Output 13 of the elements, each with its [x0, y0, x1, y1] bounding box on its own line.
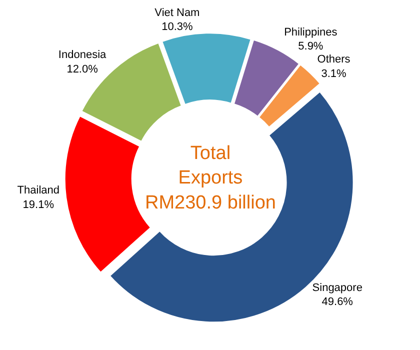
data-label: 3.1% — [321, 68, 347, 80]
data-label: 5.9% — [298, 40, 324, 53]
text: Total Exports RM230.9 billion — [145, 143, 276, 214]
slice-label: Others — [317, 54, 351, 66]
data-label: 10.3% — [162, 21, 194, 34]
data-label: 49.6% — [322, 296, 354, 308]
slice-label: Thailand — [17, 184, 60, 197]
slice-label: Singapore — [312, 282, 362, 294]
data-label: 19.1% — [22, 198, 54, 211]
data-label: 12.0% — [66, 64, 98, 76]
slice-label: Indonesia — [58, 49, 108, 62]
slice-label: Viet Nam — [154, 6, 200, 19]
slice-label: Philippines — [284, 26, 338, 38]
